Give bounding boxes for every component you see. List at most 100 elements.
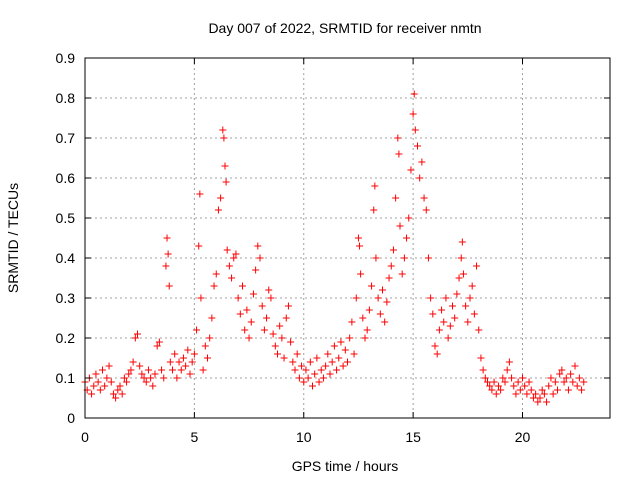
data-point bbox=[505, 358, 513, 366]
y-tick-labels: 0 0.1 0.2 0.3 0.4 0.5 0.6 0.7 0.8 0.9 bbox=[56, 50, 76, 426]
data-point bbox=[142, 378, 150, 386]
data-point bbox=[129, 358, 137, 366]
data-point bbox=[458, 238, 466, 246]
data-point bbox=[204, 354, 211, 362]
data-point bbox=[435, 326, 443, 334]
data-point bbox=[169, 366, 176, 374]
data-point bbox=[564, 386, 572, 394]
data-point bbox=[333, 366, 341, 374]
y-tick-label: 0.4 bbox=[56, 250, 76, 266]
data-point bbox=[319, 374, 327, 382]
data-point bbox=[411, 126, 419, 134]
data-point bbox=[265, 286, 273, 294]
data-point bbox=[322, 362, 330, 370]
x-tick-label: 10 bbox=[296, 429, 312, 445]
data-point bbox=[341, 346, 349, 354]
data-point bbox=[160, 374, 168, 382]
data-point bbox=[123, 378, 131, 386]
data-point bbox=[523, 390, 531, 398]
data-point bbox=[540, 390, 548, 398]
data-point bbox=[346, 334, 354, 342]
data-point bbox=[214, 206, 222, 214]
data-point bbox=[433, 350, 441, 358]
data-point bbox=[396, 222, 404, 230]
data-point bbox=[573, 382, 581, 390]
data-point bbox=[371, 182, 379, 190]
data-point bbox=[241, 326, 249, 334]
data-point bbox=[96, 386, 104, 394]
data-point bbox=[357, 270, 365, 278]
data-point bbox=[383, 298, 391, 306]
data-point bbox=[339, 362, 347, 370]
data-point bbox=[532, 390, 540, 398]
data-point bbox=[398, 270, 406, 278]
data-point bbox=[234, 294, 242, 302]
data-point bbox=[462, 302, 470, 310]
data-point bbox=[536, 394, 544, 402]
data-point bbox=[125, 370, 133, 378]
data-point bbox=[118, 390, 126, 398]
data-point bbox=[508, 374, 516, 382]
data-point bbox=[184, 346, 192, 354]
data-point bbox=[112, 394, 120, 402]
data-point bbox=[196, 190, 204, 198]
data-point bbox=[164, 250, 172, 258]
data-point bbox=[512, 390, 520, 398]
data-point bbox=[525, 378, 533, 386]
data-point bbox=[109, 390, 117, 398]
data-point bbox=[560, 378, 568, 386]
data-point bbox=[468, 282, 476, 290]
data-point bbox=[400, 254, 408, 262]
data-point bbox=[328, 358, 336, 366]
data-point bbox=[302, 366, 310, 374]
data-point bbox=[484, 378, 491, 386]
data-point bbox=[295, 374, 303, 382]
data-point bbox=[407, 166, 415, 174]
data-point bbox=[451, 314, 459, 322]
data-point bbox=[381, 318, 389, 326]
data-point bbox=[422, 206, 430, 214]
data-point bbox=[409, 110, 417, 118]
data-point bbox=[276, 322, 284, 330]
y-axis-label: SRMTID / TECUs bbox=[5, 183, 21, 293]
data-point bbox=[580, 378, 588, 386]
data-point bbox=[453, 290, 461, 298]
data-point bbox=[569, 378, 577, 386]
data-point bbox=[243, 306, 251, 314]
data-point bbox=[374, 294, 382, 302]
data-point bbox=[363, 326, 371, 334]
data-point bbox=[494, 382, 502, 390]
y-tick-label: 0.3 bbox=[56, 290, 76, 306]
data-point bbox=[529, 394, 537, 402]
x-tick-label: 15 bbox=[405, 429, 421, 445]
data-point bbox=[293, 350, 301, 358]
data-point bbox=[420, 194, 428, 202]
data-point bbox=[162, 262, 170, 270]
data-point bbox=[519, 374, 526, 382]
data-point bbox=[220, 134, 228, 142]
data-point bbox=[291, 366, 299, 374]
data-point bbox=[356, 242, 364, 250]
data-point bbox=[429, 310, 437, 318]
data-point bbox=[138, 370, 146, 378]
data-point bbox=[556, 370, 564, 378]
data-point bbox=[385, 274, 393, 282]
data-point bbox=[466, 294, 474, 302]
data-point bbox=[477, 354, 485, 362]
data-point bbox=[344, 358, 351, 366]
grid-lines bbox=[85, 58, 610, 418]
data-point bbox=[263, 314, 271, 322]
y-tick-label: 0.1 bbox=[56, 370, 76, 386]
data-point bbox=[175, 358, 183, 366]
data-point bbox=[120, 374, 128, 382]
data-point bbox=[304, 374, 312, 382]
data-point bbox=[313, 354, 321, 362]
data-point bbox=[440, 318, 448, 326]
data-points bbox=[81, 90, 588, 406]
data-point bbox=[280, 354, 288, 362]
data-point bbox=[538, 386, 546, 394]
data-point bbox=[475, 326, 483, 334]
data-point bbox=[350, 350, 358, 358]
data-point bbox=[116, 382, 124, 390]
